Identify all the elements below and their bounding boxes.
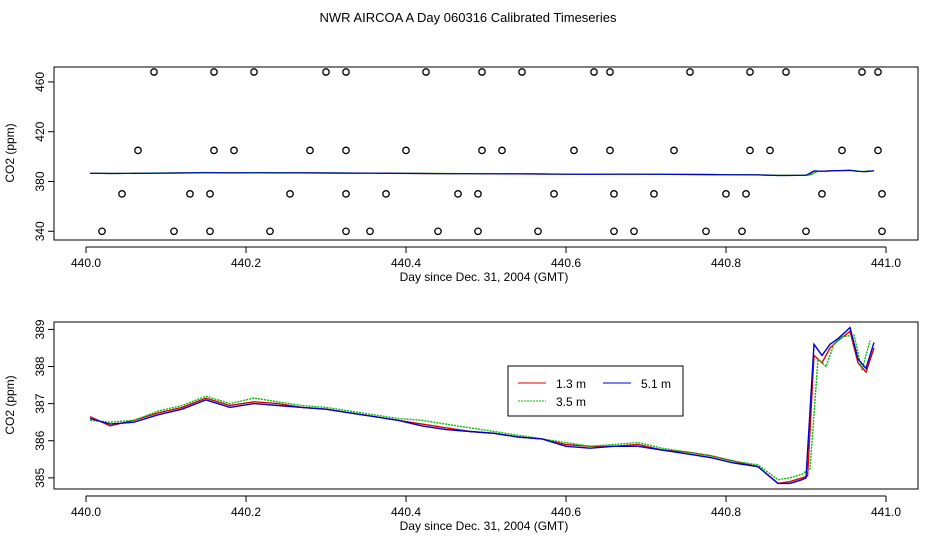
flag-point — [802, 227, 810, 236]
bottom-x-tick-label: 440.2 — [231, 505, 261, 519]
flag-point — [550, 190, 558, 198]
flag-point — [134, 146, 142, 155]
top-y-tick-label: 380 — [33, 171, 47, 191]
legend-label-1-3m: 1.3 m — [556, 377, 586, 391]
y-axis-label-bottom: CO2 (ppm) — [3, 375, 17, 434]
flag-point — [266, 227, 274, 236]
flag-point — [206, 227, 214, 236]
flag-point — [702, 227, 710, 236]
flag-point — [858, 68, 866, 76]
flag-point — [818, 190, 826, 198]
flag-point — [498, 146, 506, 155]
bottom-y-tick-label: 385 — [33, 468, 47, 488]
flag-point — [746, 146, 754, 155]
flag-point — [342, 190, 350, 198]
top-y-tick-label: 340 — [33, 221, 47, 241]
top-y-tick-label: 460 — [33, 72, 47, 92]
flag-point — [342, 146, 350, 155]
legend-label-3-5m: 3.5 m — [556, 395, 586, 409]
bottom-x-tick-label: 440.0 — [71, 505, 101, 519]
bottom-y-tick-label: 387 — [33, 393, 47, 413]
flag-point — [342, 68, 350, 76]
flag-point — [210, 146, 218, 155]
flag-point — [590, 68, 598, 76]
flag-point — [738, 227, 746, 236]
x-axis-label-top: Day since Dec. 31, 2004 (GMT) — [400, 270, 569, 284]
flag-point — [286, 190, 294, 198]
bottom-x-tick-label: 440.8 — [711, 505, 741, 519]
legend-box — [507, 365, 684, 417]
flag-point — [610, 227, 618, 236]
top-x-tick-label: 440.0 — [71, 256, 101, 270]
plot-frame-top — [53, 66, 919, 241]
bottom-x-tick-label: 440.6 — [551, 505, 581, 519]
flag-point — [534, 227, 542, 236]
flag-point — [170, 227, 178, 236]
panel-bottom: Day since Dec. 31, 2004 (GMT) CO2 (ppm) … — [3, 319, 919, 533]
bottom-y-tick-label: 389 — [33, 319, 47, 339]
flag-point — [422, 68, 430, 76]
flag-point — [766, 146, 774, 155]
flag-point — [782, 68, 790, 76]
flag-point — [746, 68, 754, 76]
flag-point — [206, 190, 214, 198]
bottom-x-tick-label: 441.0 — [871, 505, 901, 519]
flag-point — [366, 227, 374, 236]
flag-point — [874, 68, 882, 76]
flag-point — [342, 227, 350, 236]
y-axis-label-top: CO2 (ppm) — [3, 123, 17, 182]
legend: 1.3 m 3.5 m 5.1 m — [507, 365, 684, 417]
flag-point — [402, 146, 410, 155]
flag-point — [878, 190, 886, 198]
top-x-tick-label: 441.0 — [871, 256, 901, 270]
flag-point — [670, 146, 678, 155]
x-axis-label-bottom: Day since Dec. 31, 2004 (GMT) — [400, 519, 569, 533]
top-y-tick-label: 420 — [33, 121, 47, 141]
legend-label-5-1m: 5.1 m — [641, 377, 671, 391]
flag-point — [630, 227, 638, 236]
flag-point — [742, 190, 750, 198]
bottom-x-tick-label: 440.4 — [391, 505, 421, 519]
flag-point — [382, 190, 390, 198]
top-x-tick-label: 440.4 — [391, 256, 421, 270]
flag-point — [434, 227, 442, 236]
top-x-tick-label: 440.6 — [551, 256, 581, 270]
flag-point — [686, 68, 694, 76]
flag-point — [878, 227, 886, 236]
flag-point — [118, 190, 126, 198]
flag-point — [722, 190, 730, 198]
flag-point — [210, 68, 218, 76]
top-x-tick-label: 440.8 — [711, 256, 741, 270]
flag-point — [570, 146, 578, 155]
top-x-tick-label: 440.2 — [231, 256, 261, 270]
flag-point — [478, 146, 486, 155]
flag-point — [250, 68, 258, 76]
flag-point — [150, 68, 158, 76]
flag-point — [474, 190, 482, 198]
flag-point — [606, 146, 614, 155]
bottom-y-tick-label: 388 — [33, 356, 47, 376]
flag-point — [230, 146, 238, 155]
flag-point — [186, 190, 194, 198]
flag-point — [650, 190, 658, 198]
flag-point — [454, 190, 462, 198]
flag-point — [478, 68, 486, 76]
series-line-1-3m — [89, 330, 875, 485]
flag-point — [306, 146, 314, 155]
flag-point — [874, 146, 882, 155]
top-series-line-5-1m — [89, 169, 875, 177]
bottom-y-tick-label: 386 — [33, 430, 47, 450]
flag-point — [518, 68, 526, 76]
flag-point — [838, 146, 846, 155]
flag-point — [474, 227, 482, 236]
series-line-3-5m — [89, 334, 871, 481]
panel-top: Day since Dec. 31, 2004 (GMT) CO2 (ppm) … — [3, 66, 919, 284]
flag-point — [606, 68, 614, 76]
flag-point — [98, 227, 106, 236]
series-line-5-1m — [89, 326, 875, 485]
flag-point — [322, 68, 330, 76]
figure-title: NWR AIRCOA A Day 060316 Calibrated Times… — [320, 10, 617, 25]
flag-point — [610, 190, 618, 198]
